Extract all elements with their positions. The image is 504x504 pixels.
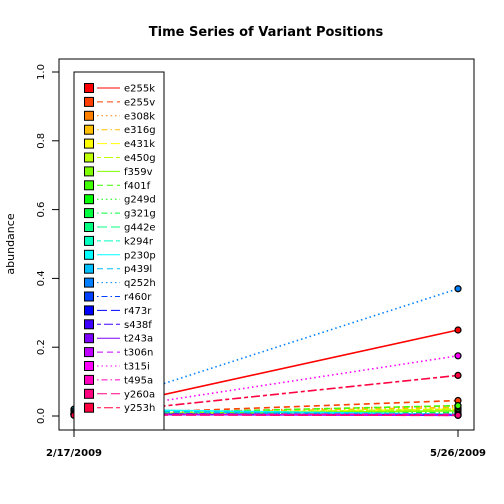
legend-swatch (84, 388, 94, 399)
legend-label: e450g (124, 153, 156, 164)
legend-label: y260a (124, 389, 155, 400)
legend-label: f359v (124, 167, 153, 178)
legend-item: g249d (84, 194, 156, 206)
legend-swatch (84, 166, 94, 177)
legend-label: e431k (124, 139, 155, 150)
legend-label: t315i (124, 362, 150, 373)
legend-item: k294r (84, 235, 154, 247)
y-tick-label: 0.8 (36, 133, 47, 149)
legend-swatch (84, 152, 94, 163)
y-tick-label: 1.0 (36, 64, 47, 80)
legend-item: f359v (84, 166, 153, 178)
legend-item: p230p (84, 249, 156, 261)
legend-label: k294r (124, 236, 154, 247)
data-point (454, 326, 462, 334)
legend-swatch (84, 83, 94, 93)
legend-swatch (84, 138, 94, 149)
legend-label: y253h (124, 403, 155, 414)
legend-item: e450g (84, 152, 156, 164)
legend-item: q252h (84, 277, 156, 289)
legend-item: f401f (84, 180, 151, 192)
legend-swatch (84, 333, 94, 344)
legend-item: y260a (84, 388, 155, 400)
legend-item: t243a (84, 333, 153, 345)
legend-swatch (84, 402, 94, 413)
x-tick-label: 5/26/2009 (430, 448, 486, 459)
legend-swatch (84, 305, 94, 316)
legend-item: e255v (84, 96, 155, 108)
data-point (454, 402, 462, 410)
legend-item: e255k (84, 83, 155, 95)
legend-label: g321g (124, 209, 156, 220)
data-point (454, 411, 462, 419)
series-line (73, 355, 459, 416)
legend-label: r460r (124, 292, 152, 303)
legend-item: p439l (84, 263, 152, 275)
legend-swatch (84, 347, 94, 358)
legend-label: e316g (124, 125, 156, 136)
legend-swatch (84, 96, 94, 107)
legend-item: e316g (84, 124, 156, 136)
legend-swatch (84, 277, 94, 288)
data-point (454, 285, 462, 293)
legend-item: g442e (84, 222, 156, 234)
legend-swatch (84, 319, 94, 330)
legend-swatch (84, 194, 94, 205)
legend-label: t306n (124, 348, 153, 359)
y-tick-label: 0.6 (36, 202, 47, 218)
legend-label: s438f (124, 320, 152, 331)
legend-swatch (84, 291, 94, 302)
legend-swatch (84, 222, 94, 232)
legend-label: q252h (124, 278, 156, 289)
legend-item: t495a (84, 374, 153, 386)
data-point (454, 352, 462, 360)
legend-label: g442e (124, 223, 156, 234)
legend-label: e308k (124, 111, 155, 122)
legend-item: e308k (84, 110, 155, 122)
y-tick-label: 0.2 (36, 339, 47, 355)
legend-item: r473r (84, 305, 152, 317)
legend-label: g249d (124, 195, 156, 206)
legend-swatch (84, 124, 94, 135)
axis-layer: 0.0 0.2 0.4 0.6 0.8 1.0 2/17/2009 5/26/2009 (36, 64, 486, 459)
legend-item: r460r (84, 291, 152, 303)
legend-swatch (84, 374, 94, 385)
legend-label: e255v (124, 97, 155, 108)
legend-label: t495a (124, 375, 153, 386)
legend-label: f401f (124, 181, 151, 192)
legend-label: t243a (124, 334, 153, 345)
legend-item: e431k (84, 138, 155, 150)
y-tick-label: 0.4 (36, 270, 47, 286)
data-point (454, 371, 462, 380)
legend-swatch (84, 249, 94, 260)
legend-label: p230p (124, 250, 156, 261)
legend-label: p439l (124, 264, 152, 275)
x-tick-label: 2/17/2009 (46, 448, 102, 459)
chart-title: Time Series of Variant Positions (149, 25, 384, 40)
legend-swatch (84, 235, 94, 246)
legend-swatch (84, 180, 94, 191)
legend-label: e255k (124, 84, 155, 95)
legend-item: t315i (84, 361, 150, 373)
legend-swatch (84, 110, 94, 121)
legend-swatch (84, 263, 94, 274)
legend-label: r473r (124, 306, 152, 317)
legend: e255k e255v e308k e316g e431k e450g f359v f401f… (73, 71, 165, 431)
legend-swatch (84, 361, 94, 371)
legend-item: s438f (84, 319, 152, 331)
y-tick-label: 0.0 (36, 408, 47, 424)
legend-swatch (84, 208, 94, 219)
legend-item: y253h (84, 402, 155, 414)
y-axis-label: abundance (4, 213, 17, 274)
legend-item: g321g (84, 208, 156, 220)
legend-item: t306n (84, 347, 153, 359)
